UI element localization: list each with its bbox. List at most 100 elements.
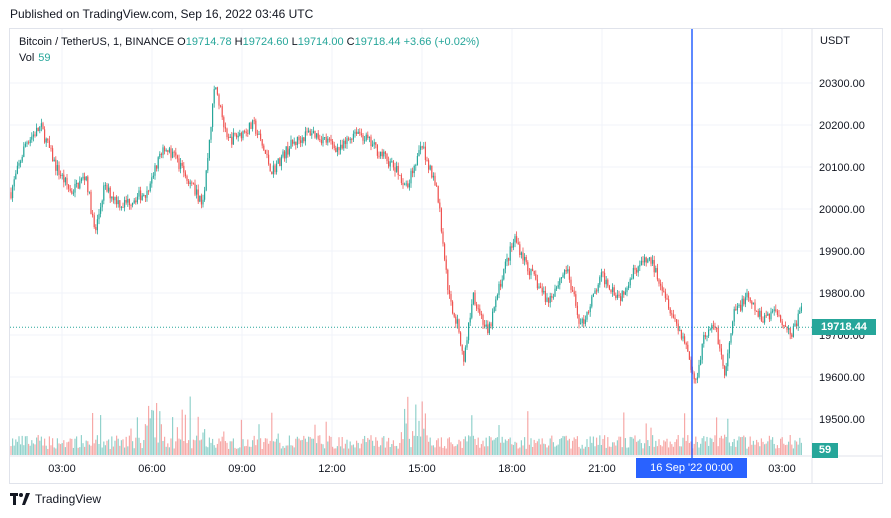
candle-body [61, 174, 63, 176]
candle-body [672, 314, 674, 318]
volume-bar [452, 444, 454, 455]
volume-bar [426, 435, 428, 455]
volume-bar [687, 435, 689, 455]
candle-body [274, 165, 276, 173]
symbol-legend[interactable]: Bitcoin / TetherUS, 1, BINANCE O19714.78… [19, 36, 479, 48]
volume-bar [696, 441, 698, 455]
candle-body [356, 131, 358, 134]
volume-bar [591, 442, 593, 455]
candle-body [308, 130, 310, 132]
volume-bar [682, 437, 684, 455]
candle-body [615, 295, 617, 298]
volume-bar [96, 435, 98, 455]
candle-body [23, 146, 25, 157]
volume-bar [647, 440, 649, 455]
candle-body [661, 285, 663, 291]
candle-body [653, 259, 655, 273]
volume-bar [578, 446, 580, 455]
candle-body [56, 165, 58, 171]
volume-bar [194, 440, 196, 455]
candle-body [756, 310, 758, 312]
candle-body [444, 243, 446, 260]
volume-bar [445, 448, 447, 455]
candle-body [658, 279, 660, 284]
candle-body [647, 259, 649, 263]
candle-body [250, 122, 252, 129]
volume-bar [447, 438, 449, 455]
candle-body [519, 244, 521, 256]
candle-body [170, 148, 172, 158]
candle-body [128, 199, 130, 205]
candle-body [738, 304, 740, 307]
candle-body [108, 187, 110, 192]
volume-bar [157, 442, 159, 455]
candle-body [152, 175, 154, 178]
candle-body [160, 153, 162, 156]
close-label: C [346, 36, 355, 48]
candle-body [248, 122, 250, 134]
candle-body [399, 175, 401, 176]
volume-bar [596, 437, 598, 455]
volume-tag: 59 [812, 443, 838, 458]
candle-body [560, 277, 562, 279]
volume-bar [119, 445, 121, 455]
volume-bar [416, 436, 418, 455]
candle-body [562, 274, 564, 278]
volume-bar [608, 446, 610, 455]
volume-bar [400, 432, 402, 455]
candle-body [268, 154, 270, 164]
volume-bar [783, 443, 785, 455]
volume-legend[interactable]: Vol 59 [19, 52, 51, 64]
candle-body [103, 185, 105, 201]
candle-body [117, 200, 119, 205]
volume-bar [412, 431, 414, 455]
candle-body [52, 148, 54, 162]
candle-body [229, 136, 231, 138]
candle-body [440, 208, 442, 232]
volume-bar [154, 437, 156, 455]
x-tick-label: 18:00 [498, 463, 526, 475]
volume-bar [210, 442, 212, 455]
candle-body [26, 142, 28, 144]
candle-body [407, 183, 409, 188]
volume-bar [397, 448, 399, 455]
candle-body [64, 177, 66, 183]
volume-bar [208, 437, 210, 455]
candle-body [700, 359, 702, 365]
candle-body [63, 174, 65, 183]
volume-bar [58, 443, 60, 455]
candle-body [349, 139, 351, 140]
volume-bar [485, 437, 487, 455]
candle-body [140, 190, 142, 201]
candle-body [196, 189, 198, 195]
candle-body [757, 310, 759, 317]
candle-body [508, 258, 510, 261]
currency-label: USDT [820, 35, 850, 47]
candle-body [53, 159, 55, 162]
candle-body [13, 179, 15, 187]
candle-body [501, 279, 503, 287]
volume-bar [125, 436, 127, 455]
candle-body [565, 270, 567, 272]
volume-bar [797, 444, 799, 455]
volume-bar [528, 444, 530, 455]
volume-bar [652, 435, 654, 455]
volume-bar [487, 446, 489, 455]
volume-bar [668, 447, 670, 455]
overlay-layer [10, 29, 812, 458]
volume-bar [111, 436, 113, 455]
tradingview-footer[interactable]: TradingView [10, 492, 101, 506]
x-tick-label: 03:00 [768, 463, 796, 475]
candle-body [287, 146, 289, 155]
candle-body [263, 145, 265, 151]
volume-bar [13, 445, 15, 455]
volume-bar [600, 445, 602, 455]
volume-bar [392, 440, 394, 455]
volume-bar [679, 446, 681, 455]
volume-bar [205, 446, 207, 455]
chart-frame [9, 28, 883, 484]
volume-bar [85, 440, 87, 455]
symbol-name[interactable]: Bitcoin / TetherUS, 1, BINANCE [19, 36, 175, 48]
candle-body [725, 366, 727, 376]
